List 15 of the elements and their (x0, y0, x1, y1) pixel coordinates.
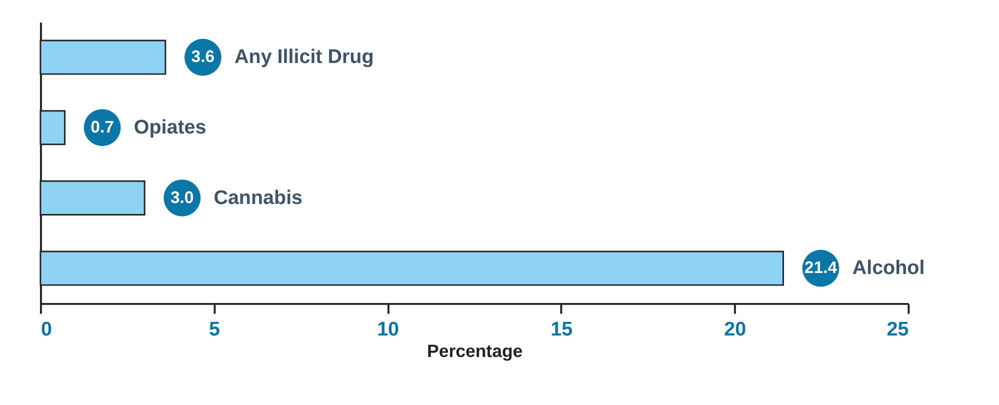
x-tick-label: 15 (550, 318, 573, 341)
data-label: 3.6 (191, 47, 215, 66)
data-label: 3.0 (170, 188, 194, 207)
x-tick-label: 0 (40, 318, 52, 341)
y-tick-label: Alcohol (852, 257, 925, 280)
data-label: 21.4 (804, 258, 838, 278)
x-tick-label: 10 (377, 318, 400, 341)
y-tick-label: Opiates (134, 116, 206, 139)
data-label: 0.7 (90, 118, 114, 137)
x-tick-label: 5 (209, 318, 220, 341)
y-tick-label: Cannabis (214, 186, 303, 209)
y-tick-label: Any Illicit Drug (234, 46, 374, 68)
x-tick-label: 20 (724, 318, 746, 341)
x-axis-title: Percentage (426, 341, 523, 362)
x-tick-label: 25 (886, 318, 909, 341)
